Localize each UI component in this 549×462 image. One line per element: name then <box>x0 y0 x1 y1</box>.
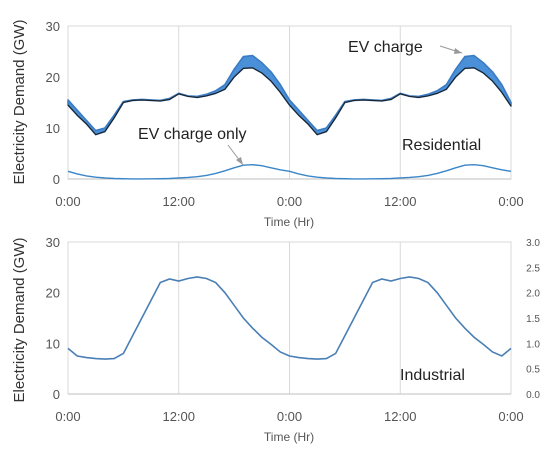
y2-tick-label-3: 1.5 <box>526 314 540 325</box>
x-ticks-bottom: 0:00 12:00 0:00 12:00 0:00 <box>55 409 523 424</box>
y-tick-label-bot-1: 10 <box>46 336 60 351</box>
y-ticks-bottom: 0 10 20 30 <box>46 235 60 402</box>
series-bottom <box>67 276 512 360</box>
y-axis-label-bottom: Electricity Demand (GW) <box>11 237 28 402</box>
x-axis-label-top: Time (Hr) <box>264 215 314 229</box>
x-tick-label-bot-0: 0:00 <box>55 409 80 424</box>
panel-residential: 0 10 20 30 0:00 12:00 0:00 12:00 0:00 Electrici… <box>11 19 524 229</box>
y-ticks-top: 0 10 20 30 <box>46 19 60 187</box>
y2-tick-label-5: 2.5 <box>526 263 540 274</box>
x-tick-label-top-4: 0:00 <box>498 194 523 209</box>
grid-bottom <box>68 242 511 395</box>
arrowhead-ev-only <box>236 157 243 165</box>
y2-tick-label-2: 1.0 <box>526 339 540 350</box>
y2-tick-label-1: 0.5 <box>526 365 540 376</box>
x-tick-label-bot-4: 0:00 <box>498 409 523 424</box>
y-tick-label-bot-2: 20 <box>46 286 60 301</box>
series-residential-base <box>67 67 512 136</box>
x-axis-label-bottom: Time (Hr) <box>264 430 314 444</box>
y-tick-label-top-0: 0 <box>53 172 60 187</box>
x-tick-label-top-2: 0:00 <box>277 194 302 209</box>
annotation-residential: Residential <box>402 137 481 154</box>
series-industrial <box>67 276 512 360</box>
y2-tick-label-0: 0.0 <box>526 390 540 401</box>
annotation-industrial: Industrial <box>400 367 465 384</box>
y-tick-label-top-3: 30 <box>46 19 60 34</box>
x-tick-label-top-1: 12:00 <box>162 194 195 209</box>
y2-ticks-bottom: 0.0 0.5 1.0 1.5 2.0 2.5 3.0 <box>526 238 540 401</box>
x-tick-label-bot-1: 12:00 <box>162 409 195 424</box>
y-tick-label-top-1: 10 <box>46 121 60 136</box>
y-axis-label-top: Electricity Demand (GW) <box>11 19 28 184</box>
annotation-ev-charge: EV charge <box>348 39 423 56</box>
x-tick-label-top-3: 12:00 <box>384 194 417 209</box>
x-tick-label-bot-3: 12:00 <box>384 409 417 424</box>
x-tick-label-top-0: 0:00 <box>55 194 80 209</box>
y2-tick-label-6: 3.0 <box>526 238 540 249</box>
y-tick-label-bot-3: 30 <box>46 235 60 250</box>
arrowhead-ev-charge <box>454 48 462 54</box>
y-tick-label-bot-0: 0 <box>53 387 60 402</box>
series-top <box>67 54 512 180</box>
annotation-ev-charge-only: EV charge only <box>138 126 247 143</box>
y2-tick-label-4: 2.0 <box>526 289 540 300</box>
series-ev-charge-only <box>67 164 512 180</box>
y-tick-label-top-2: 20 <box>46 70 60 85</box>
x-ticks-top: 0:00 12:00 0:00 12:00 0:00 <box>55 194 523 209</box>
x-tick-label-bot-2: 0:00 <box>277 409 302 424</box>
